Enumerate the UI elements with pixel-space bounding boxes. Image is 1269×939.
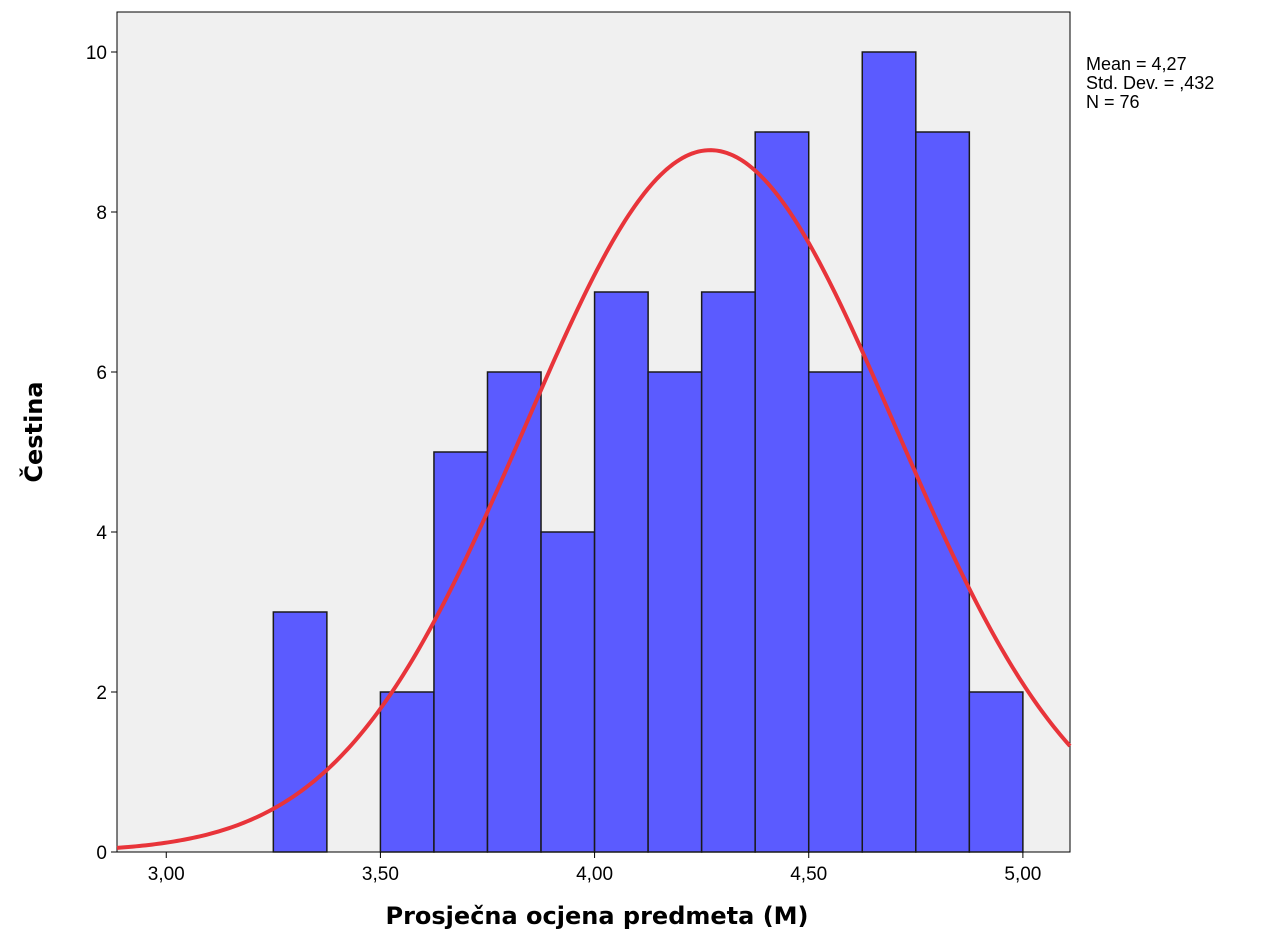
- histogram-bar-6: [593, 291, 649, 853]
- histogram-bar-2: [379, 691, 435, 853]
- histogram-bar-5: [540, 531, 596, 853]
- histogram-bar-13: [968, 691, 1024, 853]
- stats-box: Mean = 4,27 Std. Dev. = ,432 N = 76: [1086, 54, 1214, 112]
- histogram-bar-9: [754, 131, 810, 853]
- x-axis-title: Prosječna ocjena predmeta (M): [385, 902, 808, 930]
- histogram-bar-4: [486, 371, 542, 853]
- stats-mean: Mean = 4,27: [1086, 54, 1187, 74]
- stats-n: N = 76: [1086, 92, 1140, 112]
- x-axis: 3,00 3,50 4,00 4,50 5,00: [148, 852, 1041, 885]
- histogram-bar-10: [807, 371, 864, 853]
- histogram-bars: [272, 51, 1024, 853]
- normal-curve: [116, 148, 1072, 850]
- x-tick-label-0: 3,00: [148, 864, 185, 885]
- y-tick-label-6: 6: [96, 363, 107, 384]
- y-axis-title: Čestina: [18, 381, 48, 482]
- y-tick-label-0: 0: [96, 843, 107, 864]
- histogram-bar-1: [272, 611, 328, 853]
- histogram-bar-3: [433, 451, 489, 853]
- y-tick-label-10: 10: [86, 43, 107, 64]
- x-tick-label-4: 5,00: [1004, 864, 1041, 885]
- x-tick-label-2: 4,00: [576, 864, 613, 885]
- y-tick-label-8: 8: [96, 203, 107, 224]
- stats-std-dev: Std. Dev. = ,432: [1086, 73, 1214, 93]
- y-axis: 0 2 4 6 8 10: [86, 43, 117, 864]
- x-tick-label-3: 4,50: [790, 864, 827, 885]
- y-tick-label-4: 4: [96, 523, 107, 544]
- y-tick-label-2: 2: [96, 683, 107, 704]
- histogram-bar-8: [700, 291, 756, 853]
- x-tick-label-1: 3,50: [362, 864, 399, 885]
- histogram-bar-7: [647, 371, 703, 853]
